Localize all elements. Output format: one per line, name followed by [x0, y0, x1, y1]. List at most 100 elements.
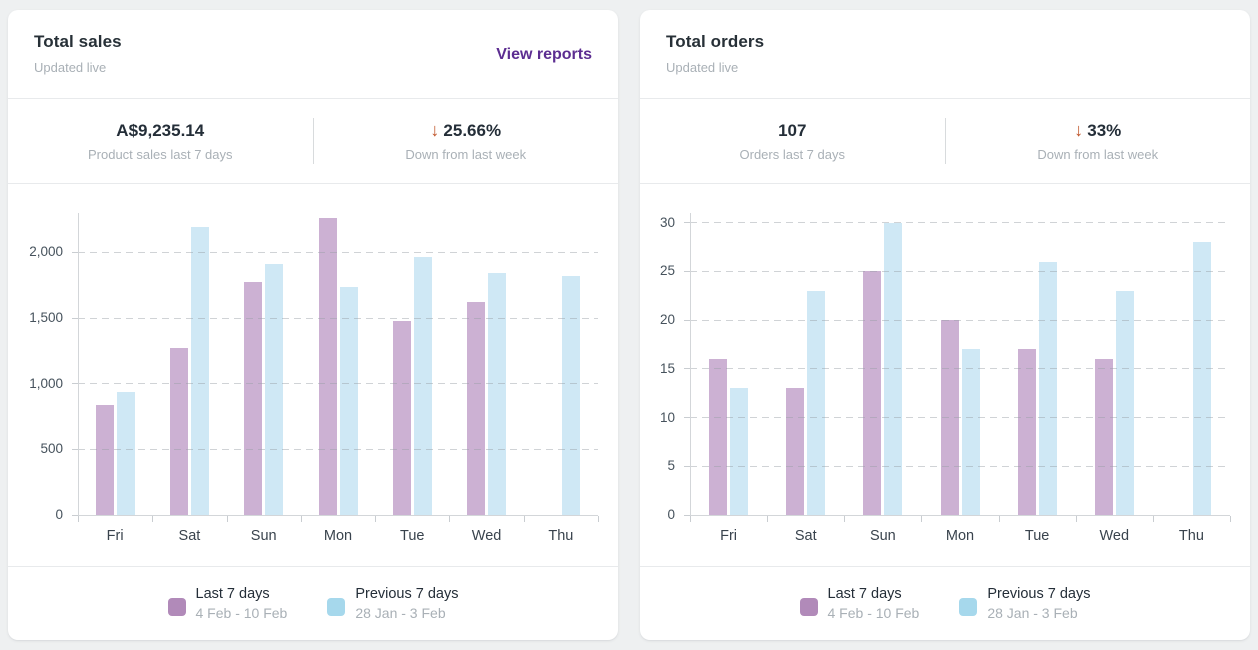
- x-label-mon: Mon: [323, 528, 353, 544]
- gridline: [690, 417, 1230, 419]
- x-tick-mark: [921, 516, 923, 522]
- x-label-tue: Tue: [1024, 528, 1050, 544]
- y-tick-label: 1,000: [29, 375, 63, 391]
- sales-bar-chart: Fri Sat Sun Mon Tue Wed Thu 0 500 1,000 1,500 2,000: [8, 184, 618, 567]
- y-tick-mark: [684, 222, 690, 224]
- legend-range: 28 Jan - 3 Feb: [355, 605, 446, 621]
- legend-text: Last 7 days 4 Feb - 10 Feb: [196, 586, 288, 621]
- bar-last-7-days-mon: [318, 218, 337, 515]
- gridline: [690, 270, 1230, 272]
- legend-text: Previous 7 days 28 Jan - 3 Feb: [355, 586, 458, 621]
- gridline: [690, 319, 1230, 321]
- y-tick-label: 1,500: [29, 310, 63, 326]
- legend-range: 4 Feb - 10 Feb: [195, 605, 288, 621]
- bar-previous-7-days-wed: [488, 272, 507, 515]
- stat-change: ↓ 33% Down from last week: [946, 120, 1251, 162]
- bar-last-7-days-wed: [467, 302, 486, 515]
- y-tick-label: 25: [659, 263, 675, 279]
- x-tick-mark: [998, 516, 1000, 522]
- y-tick-mark: [72, 383, 78, 385]
- card-header: Total orders Updated live: [640, 10, 1250, 99]
- stat-change-value: ↓ 25.66%: [314, 120, 619, 141]
- x-tick-mark: [523, 516, 525, 522]
- bar-previous-7-days-thu: [1192, 242, 1211, 515]
- gridline: [78, 251, 598, 253]
- x-label-wed: Wed: [471, 528, 502, 544]
- x-tick-mark: [767, 516, 769, 522]
- y-tick-mark: [684, 368, 690, 370]
- stat-orders-value: 107: [778, 120, 807, 140]
- y-tick-mark: [684, 319, 690, 321]
- legend-item-last-7-days: Last 7 days 4 Feb - 10 Feb: [799, 586, 920, 621]
- bar-previous-7-days-mon: [961, 349, 980, 515]
- legend-item-last-7-days: Last 7 days 4 Feb - 10 Feb: [167, 586, 288, 621]
- x-tick-mark: [598, 516, 599, 522]
- bar-previous-7-days-sat: [807, 290, 826, 515]
- gridline: [690, 222, 1230, 224]
- y-tick-label: 5: [667, 458, 675, 474]
- legend-range: 4 Feb - 10 Feb: [827, 605, 920, 621]
- gridline: [78, 383, 598, 385]
- y-tick-mark: [72, 448, 78, 450]
- legend-range: 28 Jan - 3 Feb: [987, 605, 1078, 621]
- x-label-mon: Mon: [945, 528, 975, 544]
- stat-divider: [944, 118, 946, 164]
- x-label-thu: Thu: [1178, 528, 1204, 544]
- bar-previous-7-days-sat: [190, 227, 209, 515]
- y-axis-line: [78, 213, 79, 515]
- y-tick-label: 2,000: [29, 244, 63, 260]
- bar-last-7-days-sat: [786, 388, 805, 515]
- card-header-text: Total sales Updated live: [34, 32, 122, 75]
- stat-sales: A$9,235.14 Product sales last 7 days: [8, 121, 313, 162]
- x-label-sat: Sat: [794, 528, 817, 544]
- view-reports-link[interactable]: View reports: [496, 46, 592, 63]
- bar-previous-7-days-sun: [884, 222, 903, 515]
- x-tick-mark: [226, 516, 228, 522]
- legend-swatch-last-7-days: [167, 597, 186, 616]
- stat-change: ↓ 25.66% Down from last week: [314, 120, 619, 162]
- x-tick-mark: [844, 516, 846, 522]
- chart-legend: Last 7 days 4 Feb - 10 Feb Previous 7 da…: [640, 567, 1250, 640]
- x-label-sun: Sun: [250, 528, 277, 544]
- y-tick-label: 20: [659, 312, 675, 328]
- y-tick-mark: [684, 514, 690, 516]
- y-tick-mark: [72, 317, 78, 319]
- y-tick-label: 15: [659, 360, 675, 376]
- bar-previous-7-days-thu: [562, 276, 581, 515]
- bar-previous-7-days-tue: [413, 256, 432, 515]
- x-label-sun: Sun: [869, 528, 896, 544]
- y-tick-label: 0: [667, 507, 675, 522]
- y-tick-mark: [684, 270, 690, 272]
- chart-legend: Last 7 days 4 Feb - 10 Feb Previous 7 da…: [8, 567, 618, 640]
- bar-last-7-days-fri: [709, 359, 728, 515]
- x-tick-mark: [152, 516, 154, 522]
- bar-previous-7-days-fri: [730, 388, 749, 515]
- legend-item-previous-7-days: Previous 7 days 28 Jan - 3 Feb: [959, 586, 1091, 621]
- orders-bar-chart: Fri Sat Sun Mon Tue Wed Thu 0 5 10 15 20 25 30: [640, 184, 1250, 567]
- gridline: [690, 465, 1230, 467]
- bar-previous-7-days-fri: [116, 392, 135, 515]
- stat-divider: [312, 118, 314, 164]
- legend-swatch-previous-7-days: [959, 597, 978, 616]
- x-tick-mark: [1075, 516, 1077, 522]
- y-tick-mark: [684, 417, 690, 419]
- stat-change-percent: 33%: [1087, 121, 1122, 140]
- legend-label: Previous 7 days: [987, 586, 1091, 602]
- y-tick-mark: [684, 465, 690, 467]
- legend-label: Last 7 days: [195, 586, 270, 602]
- legend-label: Previous 7 days: [355, 586, 459, 602]
- card-subtitle: Updated live: [666, 60, 739, 75]
- y-axis-line: [690, 213, 691, 515]
- x-tick-mark: [1152, 516, 1154, 522]
- x-tick-mark: [375, 516, 377, 522]
- bar-last-7-days-tue: [392, 321, 411, 515]
- x-tick-mark: [449, 516, 451, 522]
- total-orders-card: Total orders Updated live 107 Orders las…: [640, 10, 1250, 640]
- bar-previous-7-days-wed: [1115, 290, 1134, 515]
- x-label-thu: Thu: [548, 528, 574, 544]
- y-tick-label: 30: [659, 214, 675, 230]
- y-tick-label: 0: [55, 507, 63, 522]
- legend-label: Last 7 days: [827, 586, 902, 602]
- stat-orders-label: Orders last 7 days: [739, 146, 846, 162]
